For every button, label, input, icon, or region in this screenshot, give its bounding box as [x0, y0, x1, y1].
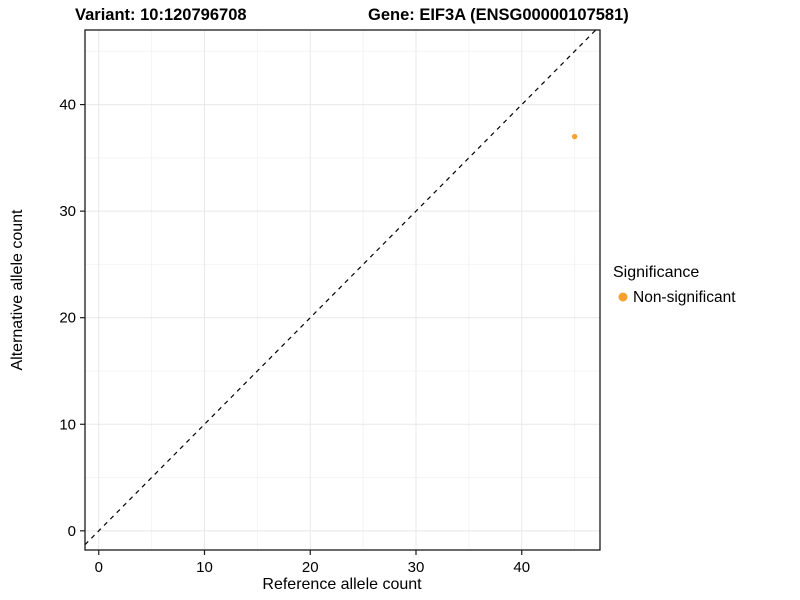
panel-border — [84, 29, 601, 551]
major-gridlines — [85, 30, 600, 550]
y-tick-label: 20 — [59, 310, 76, 327]
y-tick-label: 10 — [59, 416, 76, 433]
y-axis-label: Alternative allele count — [9, 209, 26, 371]
x-tick-label: 30 — [408, 559, 425, 576]
x-axis: 0 10 20 30 40 — [95, 550, 530, 576]
x-tick-label: 40 — [513, 559, 530, 576]
legend: Significance Non-significant — [613, 264, 736, 306]
legend-title: Significance — [613, 264, 699, 281]
plot-title-variant: Variant: 10:120796708 — [75, 6, 247, 24]
x-tick-label: 10 — [196, 559, 213, 576]
y-axis: 0 10 20 30 40 — [59, 97, 85, 540]
y-tick-label: 0 — [68, 523, 76, 540]
plot-panel — [85, 30, 600, 550]
legend-marker-non-significant — [618, 292, 628, 302]
x-axis-label: Reference allele count — [262, 576, 422, 593]
legend-label-non-significant: Non-significant — [633, 289, 736, 306]
data-point — [571, 133, 578, 140]
plot-title-gene: Gene: EIF3A (ENSG00000107581) — [368, 6, 629, 24]
data-marks — [84, 29, 597, 546]
x-tick-label: 20 — [302, 559, 319, 576]
identity-reference-line — [84, 29, 597, 546]
y-tick-label: 40 — [59, 97, 76, 114]
x-tick-label: 0 — [95, 559, 103, 576]
y-tick-label: 30 — [59, 203, 76, 220]
minor-gridlines — [85, 30, 600, 550]
